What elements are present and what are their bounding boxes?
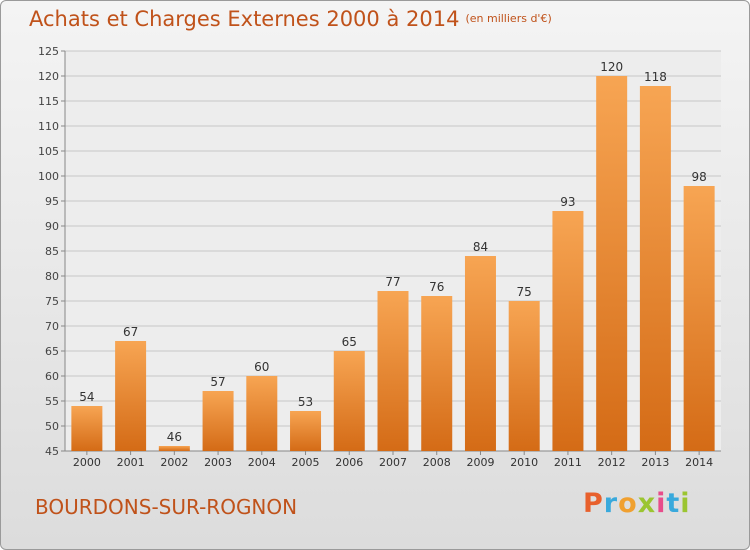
x-tick-label-2012: 2012	[598, 456, 626, 469]
data-label-2010: 75	[517, 285, 532, 299]
bar-2012	[596, 76, 628, 451]
data-label-2005: 53	[298, 395, 313, 409]
logo-letter: o	[618, 488, 638, 519]
bar-2001	[115, 341, 147, 451]
logo-letter: r	[603, 488, 619, 519]
commune-name: BOURDONS-SUR-ROGNON	[35, 495, 298, 519]
bar-2007	[377, 291, 409, 451]
x-tick-label-2008: 2008	[423, 456, 451, 469]
y-tick-label: 105	[38, 145, 59, 158]
y-tick-label: 110	[38, 120, 59, 133]
bar-2011	[552, 211, 584, 451]
y-tick-label: 115	[38, 95, 59, 108]
x-tick-label-2000: 2000	[73, 456, 101, 469]
y-tick-label: 120	[38, 70, 59, 83]
data-label-2013: 118	[644, 70, 667, 84]
y-tick-label: 85	[45, 245, 59, 258]
x-tick-label-2011: 2011	[554, 456, 582, 469]
logo-letter: P	[583, 488, 604, 519]
y-tick-label: 50	[45, 420, 59, 433]
logo-letter: x	[637, 488, 657, 519]
data-label-2011: 93	[560, 195, 575, 209]
y-tick-label: 55	[45, 395, 59, 408]
y-tick-label: 60	[45, 370, 59, 383]
x-tick-label-2002: 2002	[160, 456, 188, 469]
bar-2000	[71, 406, 103, 451]
chart-title: Achats et Charges Externes 2000 à 2014 (e…	[29, 7, 552, 31]
bar-2006	[333, 351, 365, 451]
x-tick-label-2007: 2007	[379, 456, 407, 469]
x-tick-label-2005: 2005	[292, 456, 320, 469]
x-tick-label-2013: 2013	[641, 456, 669, 469]
x-tick-label-2003: 2003	[204, 456, 232, 469]
data-label-2008: 76	[429, 280, 444, 294]
y-tick-label: 100	[38, 170, 59, 183]
title-unit: (en milliers d'€)	[465, 12, 552, 25]
logo-letter: t	[666, 488, 681, 519]
y-tick-label: 90	[45, 220, 59, 233]
bar-2004	[246, 376, 278, 451]
bar-2002	[158, 446, 190, 451]
data-label-2003: 57	[210, 375, 225, 389]
bar-2003	[202, 391, 234, 451]
bar-2009	[464, 256, 496, 451]
x-tick-label-2009: 2009	[466, 456, 494, 469]
bar-2014	[683, 186, 715, 451]
logo-letter: i	[656, 488, 667, 519]
x-tick-label-2014: 2014	[685, 456, 713, 469]
y-tick-label: 80	[45, 270, 59, 283]
x-tick-label-2001: 2001	[117, 456, 145, 469]
data-label-2012: 120	[600, 60, 623, 74]
data-label-2009: 84	[473, 240, 488, 254]
data-label-2004: 60	[254, 360, 269, 374]
bar-2013	[639, 86, 671, 451]
y-tick-label: 65	[45, 345, 59, 358]
data-label-2000: 54	[79, 390, 94, 404]
y-tick-label: 70	[45, 320, 59, 333]
x-tick-label-2010: 2010	[510, 456, 538, 469]
x-tick-label-2004: 2004	[248, 456, 276, 469]
data-label-2014: 98	[691, 170, 706, 184]
data-label-2007: 77	[385, 275, 400, 289]
y-tick-label: 125	[38, 45, 59, 58]
y-tick-label: 75	[45, 295, 59, 308]
bar-2005	[290, 411, 322, 451]
data-label-2001: 67	[123, 325, 138, 339]
y-tick-label: 45	[45, 445, 59, 458]
title-text: Achats et Charges Externes 2000 à 2014	[29, 7, 460, 31]
data-label-2002: 46	[167, 430, 182, 444]
y-tick-label: 95	[45, 195, 59, 208]
bar-2010	[508, 301, 540, 451]
data-label-2006: 65	[342, 335, 357, 349]
bar-2008	[421, 296, 453, 451]
proxiti-logo: Proxiti	[583, 488, 691, 519]
x-tick-label-2006: 2006	[335, 456, 363, 469]
logo-letter: i	[680, 488, 691, 519]
